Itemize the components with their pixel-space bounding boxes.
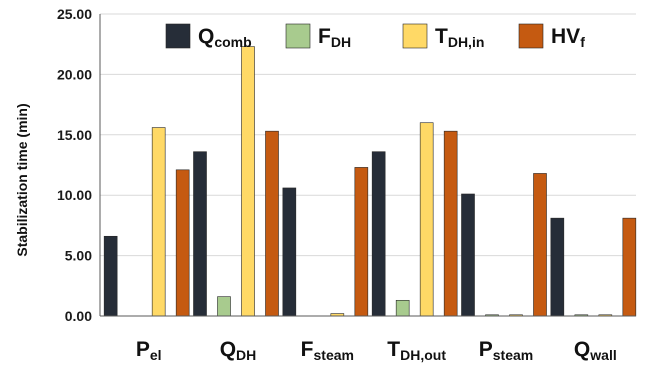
y-tick-label: 25.00 <box>57 6 92 22</box>
bar-fdh-3 <box>395 299 410 317</box>
bar-qcomb-0 <box>103 235 118 317</box>
legend-swatch <box>285 23 311 49</box>
y-tick-label: 0.00 <box>65 308 92 324</box>
x-category-label: Fsteam <box>301 338 354 363</box>
bar-hvf-4 <box>533 173 547 317</box>
bar-qcomb-5 <box>550 217 565 317</box>
legend: Qcomb FDH TDH,in HVf <box>165 23 585 50</box>
bar-hvf-2 <box>354 167 369 317</box>
bar-tdhin-3 <box>419 122 434 317</box>
bars <box>103 46 637 317</box>
legend-entry: Qcomb <box>198 25 252 50</box>
bar-tdhin-0 <box>151 127 166 317</box>
y-tick-label: 5.00 <box>65 248 92 264</box>
bar-hvf-1 <box>265 130 279 317</box>
bar-qcomb-1 <box>193 151 207 317</box>
x-category-label: QDH <box>220 338 257 363</box>
bar-fdh-1 <box>217 296 231 317</box>
x-category-label: Pel <box>136 338 162 363</box>
y-tick-label: 10.00 <box>57 187 92 203</box>
legend-swatch <box>402 23 428 49</box>
x-category-label: Psteam <box>479 338 533 363</box>
legend-entry: HVf <box>551 25 585 50</box>
legend-swatch <box>518 23 544 49</box>
x-category-label: TDH,out <box>387 338 446 363</box>
bar-tdhin-1 <box>241 46 255 317</box>
y-axis-title: Stabilization time (min) <box>14 103 30 256</box>
bar-qcomb-2 <box>282 187 297 317</box>
bar-qcomb-3 <box>371 151 386 317</box>
bar-hvf-3 <box>443 130 458 317</box>
bar-hvf-5 <box>622 217 637 317</box>
y-tick-label: 15.00 <box>57 127 92 143</box>
legend-entry: FDH <box>318 25 351 50</box>
bar-hvf-0 <box>175 169 190 317</box>
legend-swatch <box>165 23 191 49</box>
x-category-label: Qwall <box>574 338 617 363</box>
y-tick-label: 20.00 <box>57 66 92 82</box>
bar-qcomb-4 <box>461 193 475 317</box>
axes: 0.00 5.00 10.00 15.00 20.00 25.00 Pel QDH Fsteam… <box>57 6 636 363</box>
legend-entry: TDH,in <box>435 25 484 50</box>
